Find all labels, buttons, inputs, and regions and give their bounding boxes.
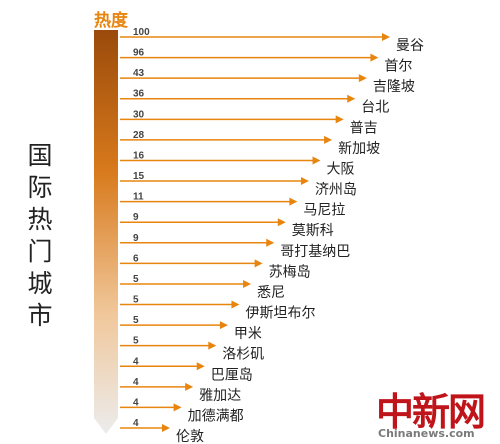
arrow-head xyxy=(289,197,298,206)
arrow-head xyxy=(335,115,344,124)
city-label: 苏梅岛 xyxy=(269,264,311,280)
value-label: 16 xyxy=(133,150,145,161)
value-label: 36 xyxy=(133,89,145,100)
arrow-head xyxy=(324,135,333,144)
value-label: 5 xyxy=(133,274,139,285)
value-label: 100 xyxy=(133,27,150,38)
arrow-head xyxy=(219,321,228,330)
value-label: 9 xyxy=(133,212,139,223)
watermark-logo: 中新网 xyxy=(376,389,486,434)
value-label: 30 xyxy=(133,109,145,120)
arrow-head xyxy=(266,238,275,247)
arrow-head xyxy=(185,382,194,391)
arrow-head xyxy=(173,403,182,412)
value-label: 5 xyxy=(133,336,139,347)
city-label: 伦敦 xyxy=(176,429,204,444)
value-label: 5 xyxy=(133,315,139,326)
watermark-site: Chinanews.com xyxy=(378,427,475,440)
city-label: 济州岛 xyxy=(315,182,357,198)
arrow-head xyxy=(243,279,252,288)
city-label: 曼谷 xyxy=(396,38,424,54)
city-label: 甲米 xyxy=(234,326,262,342)
value-label: 4 xyxy=(133,418,139,429)
value-label: 5 xyxy=(133,295,139,306)
arrow-head xyxy=(196,362,205,371)
city-label: 大阪 xyxy=(327,161,355,177)
city-label: 巴厘岛 xyxy=(211,367,253,383)
arrow-head xyxy=(231,300,240,309)
value-label: 9 xyxy=(133,233,139,244)
city-label: 普吉 xyxy=(350,120,378,136)
city-label: 莫斯科 xyxy=(292,223,334,239)
arrow-head xyxy=(300,177,309,186)
city-label: 哥打基纳巴 xyxy=(280,243,350,260)
city-label: 马尼拉 xyxy=(303,203,345,219)
value-label: 28 xyxy=(133,130,145,141)
city-label: 加德满都 xyxy=(188,408,244,424)
city-label: 悉尼 xyxy=(257,285,285,301)
arrow-head xyxy=(358,74,367,83)
value-label: 11 xyxy=(133,192,144,203)
city-label: 新加坡 xyxy=(338,141,380,157)
value-label: 4 xyxy=(133,397,139,408)
city-label: 吉隆坡 xyxy=(373,79,415,95)
arrow-head xyxy=(347,94,356,103)
city-label: 台北 xyxy=(361,100,389,116)
value-label: 4 xyxy=(133,377,139,388)
arrow-head xyxy=(208,341,217,350)
arrow-head xyxy=(382,33,390,41)
value-label: 96 xyxy=(133,48,145,59)
arrow-head xyxy=(370,53,379,62)
city-label: 洛杉矶 xyxy=(222,347,264,363)
arrow-head xyxy=(277,218,286,227)
value-label: 4 xyxy=(133,356,139,367)
arrow-head xyxy=(162,424,170,432)
city-label: 首尔 xyxy=(384,59,412,75)
city-label: 雅加达 xyxy=(199,388,241,404)
value-label: 6 xyxy=(133,253,139,264)
heat-bar xyxy=(94,30,118,434)
value-label: 43 xyxy=(133,68,145,79)
side-title: 国际热门城市 xyxy=(27,141,53,330)
value-label: 15 xyxy=(133,171,145,182)
chart-title: 热度 xyxy=(94,11,128,31)
arrow-head xyxy=(254,259,263,268)
city-label: 伊斯坦布尔 xyxy=(245,306,315,322)
arrow-head xyxy=(312,156,321,165)
